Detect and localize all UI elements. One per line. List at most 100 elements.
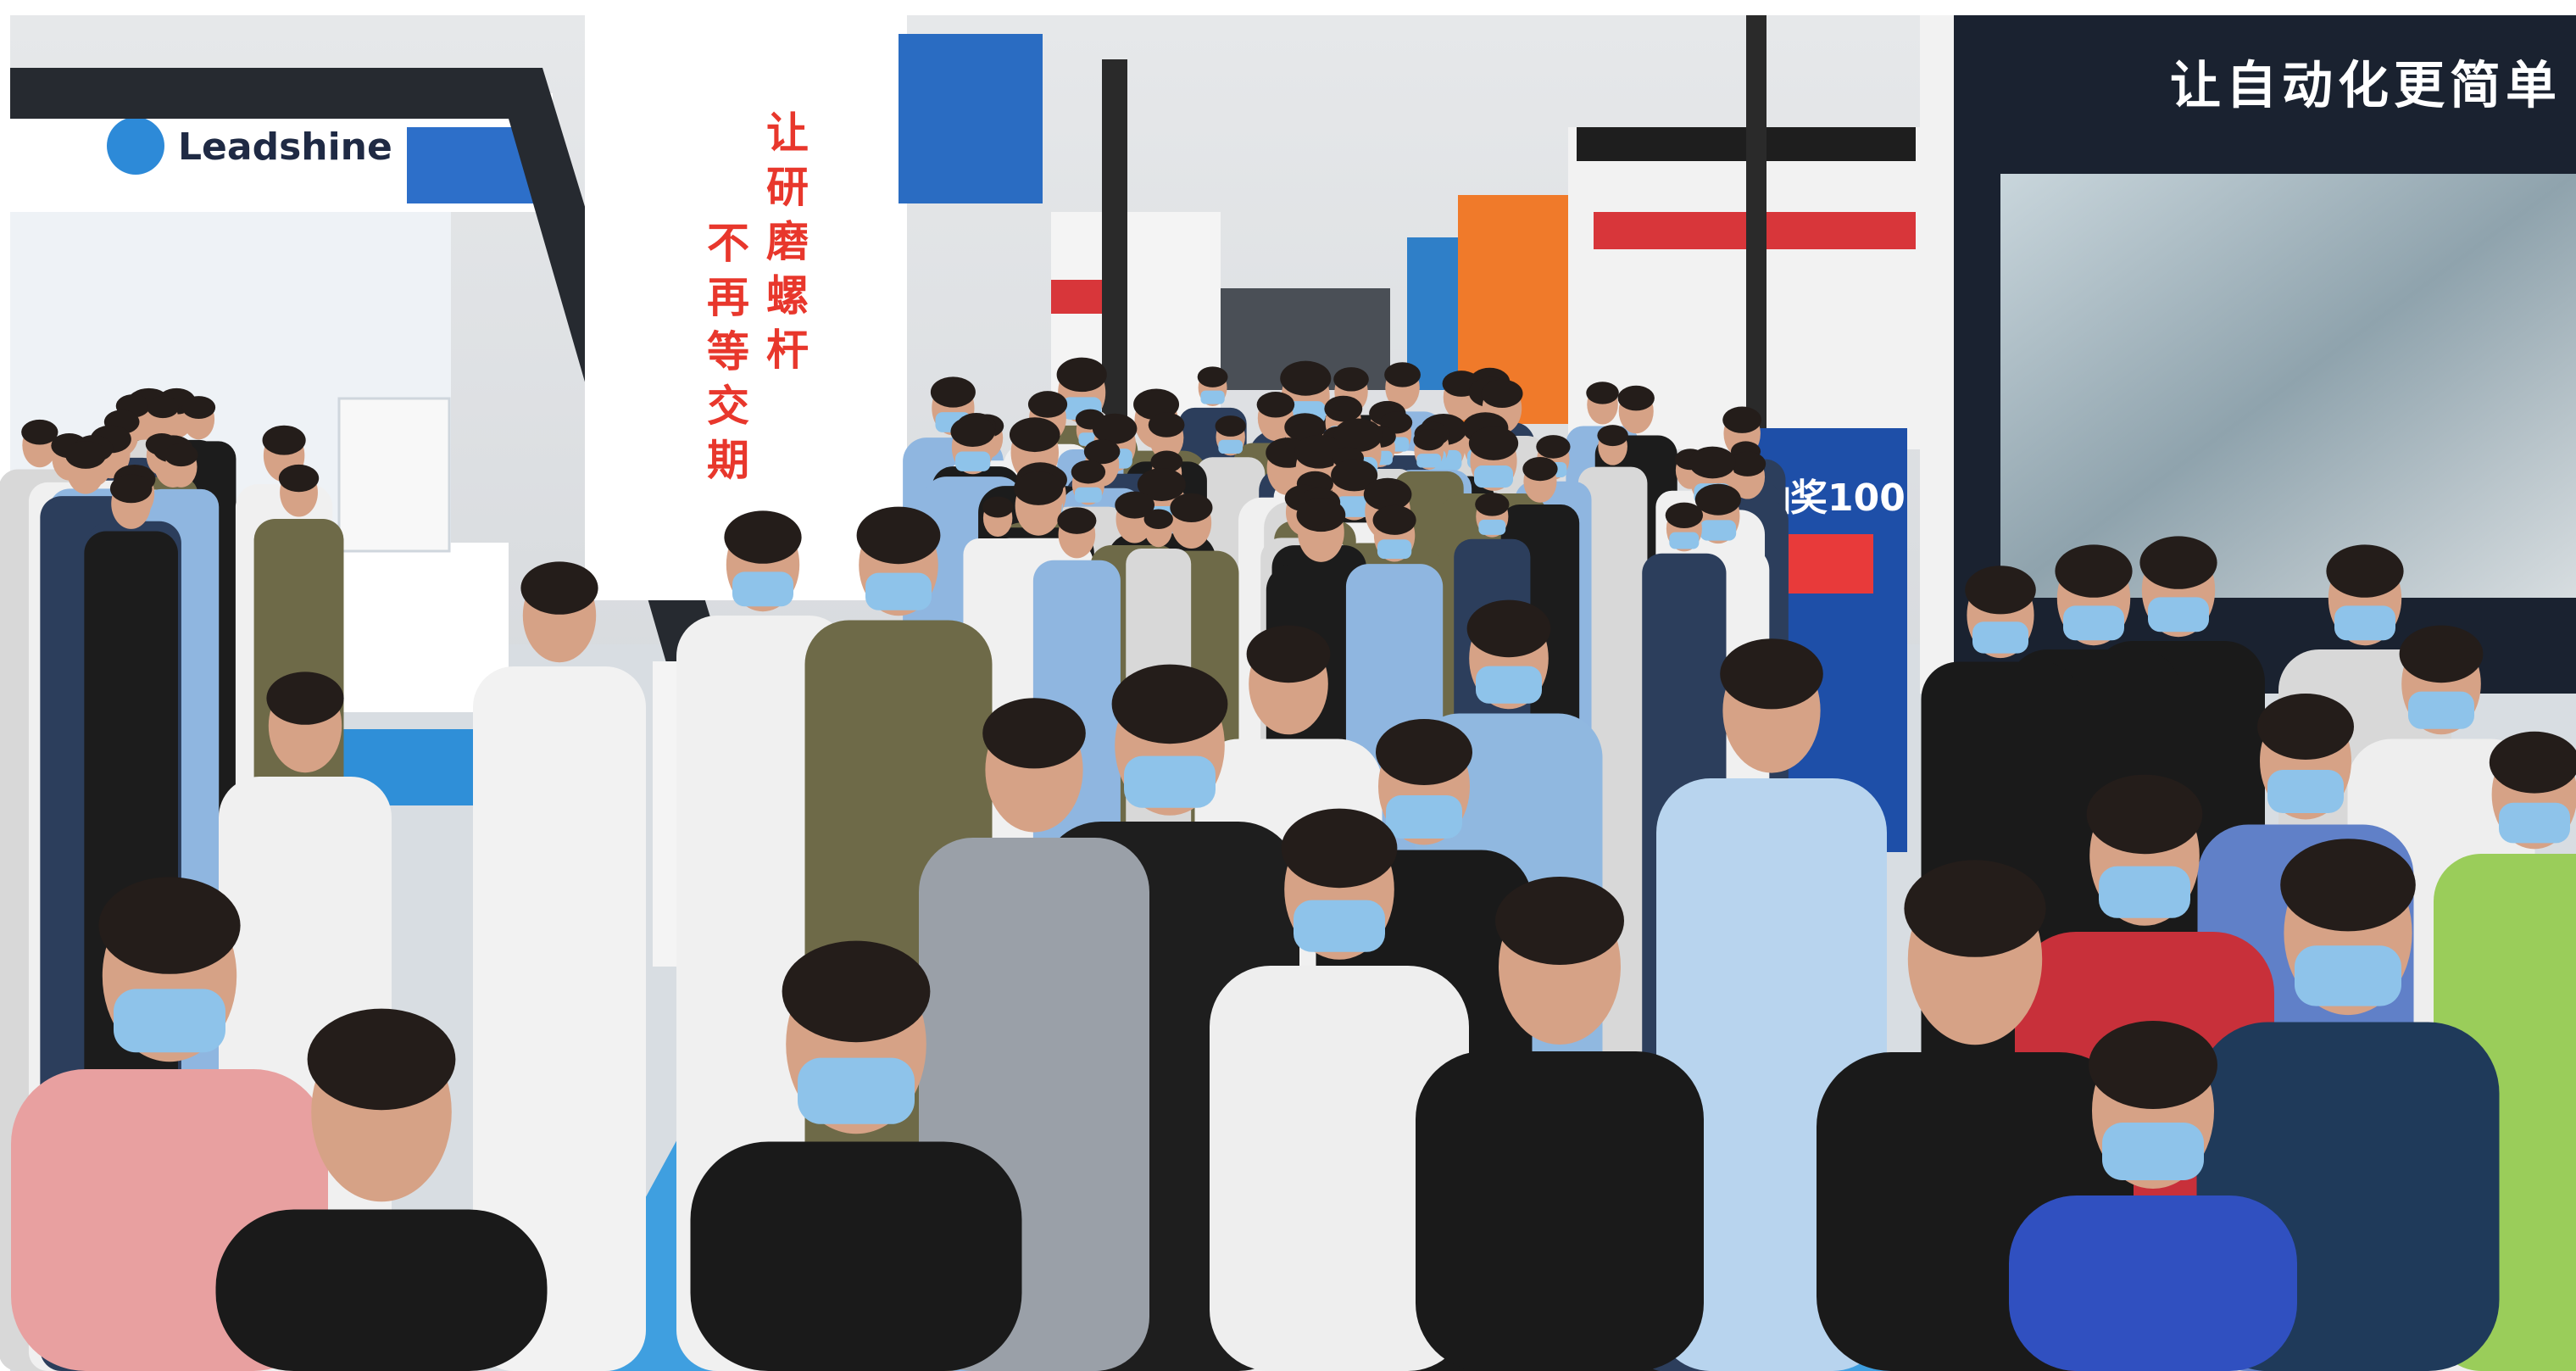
person-hair (1372, 504, 1416, 535)
face-mask (2102, 1123, 2204, 1180)
face-mask (114, 989, 225, 1053)
face-mask (732, 571, 793, 607)
person-hair (1092, 413, 1138, 444)
person-hair (164, 443, 198, 467)
face-mask (1700, 520, 1737, 541)
person-hair (1246, 625, 1331, 683)
person-hair (1495, 877, 1624, 965)
person-hair (2139, 536, 2217, 589)
person-hair (1333, 418, 1383, 452)
person-hair (2489, 731, 2576, 794)
person-hair (520, 561, 598, 615)
person-hair (1689, 446, 1736, 479)
face-mask (1124, 755, 1216, 808)
person-hair (1536, 435, 1571, 459)
person-hair (856, 506, 941, 565)
booth-edge (1920, 15, 1954, 694)
person-hair (1466, 599, 1551, 658)
face-mask (1473, 465, 1514, 488)
person-hair (1522, 456, 1558, 482)
truss-post (1746, 15, 1766, 456)
person-hair (2089, 1021, 2217, 1109)
face-mask (2499, 802, 2570, 844)
person-hair (1294, 434, 1344, 469)
display-board (337, 397, 451, 553)
person-hair (1468, 426, 1519, 460)
person-hair (2399, 625, 2484, 683)
person-hair (1720, 638, 1823, 710)
person-hair (1014, 471, 1064, 505)
person-hair (1376, 719, 1472, 785)
person-hair (1481, 379, 1523, 409)
person-hair (982, 698, 1086, 769)
pillar-screen (899, 34, 1043, 203)
truss (1102, 59, 1127, 483)
person-hair (98, 877, 241, 974)
person-hair (1665, 502, 1704, 528)
person-hair (930, 376, 976, 408)
pillar-slogan: 不再等交期 (700, 220, 749, 492)
person-hair (262, 425, 306, 455)
crowd (0, 357, 2576, 1371)
diagonal-beam (10, 68, 729, 704)
person-hair (1694, 483, 1741, 516)
person-hair (278, 464, 320, 493)
person-hair (1617, 385, 1655, 411)
person-body (690, 1141, 1022, 1371)
person-hair (1170, 493, 1213, 523)
person-hair (1215, 415, 1246, 437)
person-hair (266, 672, 344, 725)
person-hair (724, 510, 802, 564)
face-mask (2063, 605, 2124, 641)
face-mask (1476, 666, 1542, 704)
face-mask (1218, 439, 1243, 454)
face-mask (1478, 519, 1506, 535)
person-hair (1137, 467, 1186, 501)
booth-slogan: 让自动化更简单 (2170, 57, 2562, 116)
person-hair (1027, 391, 1068, 418)
person-hair (1597, 425, 1628, 447)
person-hair (1083, 439, 1121, 465)
person-hair (1965, 566, 2036, 615)
person-hair (1071, 460, 1106, 484)
person-hair (782, 940, 931, 1043)
person-hair (1009, 417, 1060, 453)
face-mask (865, 572, 932, 610)
pillar-slogan: 让研磨螺杆 (759, 110, 809, 382)
face-mask (955, 451, 991, 471)
person-hair (21, 419, 58, 445)
photo: Leadshine 让研磨螺杆 不再等交期 让自动化更简单 抽奖100 (0, 15, 2576, 1371)
face-mask (1416, 454, 1442, 468)
gift-box (1789, 534, 1873, 594)
person-hair (147, 396, 180, 419)
person-hair (1586, 382, 1619, 404)
person-hair (1281, 808, 1398, 889)
person-hair (982, 496, 1014, 518)
person-hair (2280, 839, 2416, 932)
person-hair (1722, 406, 1762, 433)
person-hair (181, 396, 216, 420)
face-mask (2099, 866, 2190, 918)
person-hair (2326, 544, 2404, 598)
person-body (473, 666, 646, 1371)
person-hair (1056, 357, 1107, 393)
person-hair (65, 441, 107, 469)
person-hair (307, 1008, 456, 1111)
person-hair (1475, 493, 1510, 516)
person-hair (2055, 544, 2133, 598)
person-hair (1384, 362, 1421, 387)
person-body (1416, 1051, 1704, 1371)
person-hair (1284, 413, 1326, 442)
pillar (585, 15, 907, 600)
face-mask (1200, 390, 1225, 404)
face-mask (2295, 945, 2401, 1006)
person-hair (1363, 477, 1412, 511)
person-hair (1333, 367, 1369, 392)
person-hair (1324, 395, 1363, 422)
person-hair (1148, 412, 1185, 437)
face-mask (1294, 900, 1385, 952)
person-hair (1197, 366, 1228, 387)
person-hair (1143, 509, 1173, 529)
